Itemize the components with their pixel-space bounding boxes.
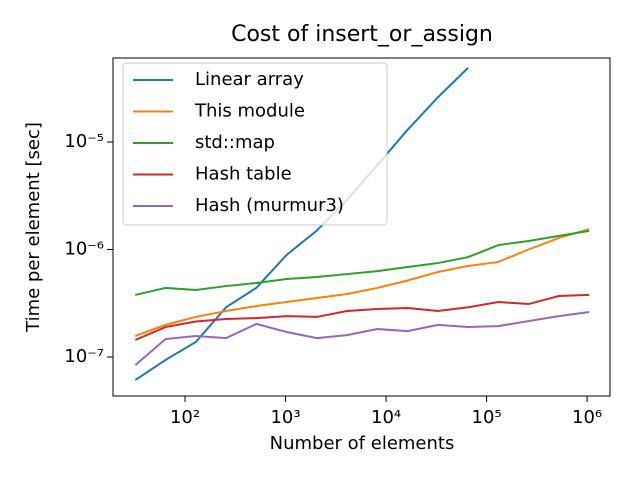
data-line	[135, 229, 590, 296]
y-tick-label: 10⁻⁵	[64, 131, 104, 152]
legend-label: std::map	[195, 132, 275, 153]
y-axis-label: Time per element [sec]	[23, 122, 44, 333]
plot-frame	[112, 57, 611, 397]
data-line	[134, 228, 590, 337]
x-axis-label: Number of elements	[270, 433, 455, 454]
legend-label: Hash table	[195, 164, 292, 185]
data-line	[134, 67, 469, 381]
data-line	[134, 293, 590, 341]
x-tick-label: 10⁶	[572, 407, 602, 428]
legend-label: Linear array	[195, 69, 304, 90]
chart-title: Cost of insert_or_assign	[231, 22, 493, 47]
legend-box	[122, 62, 388, 226]
x-tick-label: 10⁵	[472, 407, 502, 428]
x-tick-label: 10²	[170, 407, 200, 428]
data-line	[134, 311, 590, 366]
legend-label: This module	[194, 101, 305, 122]
x-tick-label: 10³	[270, 407, 300, 428]
legend-label: Hash (murmur3)	[195, 195, 344, 216]
x-tick-label: 10⁴	[371, 407, 401, 428]
y-tick-label: 10⁻⁷	[64, 346, 104, 367]
y-tick-label: 10⁻⁶	[64, 239, 104, 260]
